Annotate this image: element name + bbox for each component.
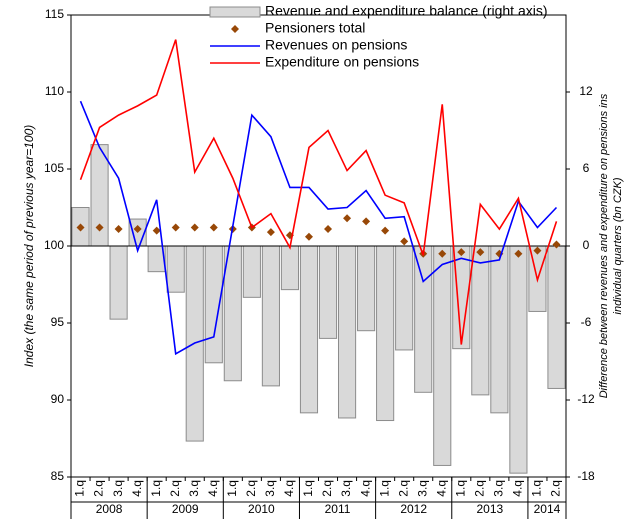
diamond-marker xyxy=(438,249,447,258)
y-tick-label: 105 xyxy=(44,161,64,175)
diamond-marker xyxy=(209,223,218,232)
bar xyxy=(166,245,185,293)
y2-tick-label: 12 xyxy=(579,84,593,98)
x-tick-label: 2.q xyxy=(168,480,182,497)
y2-axis-title: Difference between revenues and expendit… xyxy=(598,93,610,398)
bar xyxy=(261,245,280,387)
diamond-marker xyxy=(76,223,85,232)
bar xyxy=(109,245,128,320)
bar xyxy=(490,245,509,414)
x-tick-label: 1.q xyxy=(73,480,87,497)
bar xyxy=(414,245,433,393)
x-tick-label: 1.q xyxy=(301,480,315,497)
x-tick-label: 1.q xyxy=(530,480,544,497)
diamond-marker xyxy=(133,225,142,234)
x-tick-label: 2.q xyxy=(549,480,563,497)
legend-label: Revenues on pensions xyxy=(265,37,407,53)
diamond-marker xyxy=(171,223,180,232)
diamond-marker xyxy=(457,248,466,257)
legend-swatch xyxy=(231,25,239,33)
bar xyxy=(318,245,338,339)
diamond-marker xyxy=(114,225,123,234)
y-tick-label: 90 xyxy=(51,392,65,406)
bar xyxy=(376,245,395,422)
y-tick-label: 110 xyxy=(45,84,64,98)
year-label: 2013 xyxy=(476,502,503,516)
x-tick-label: 1.q xyxy=(377,480,391,497)
year-label: 2010 xyxy=(248,502,275,516)
diamond-marker xyxy=(266,228,275,237)
y-tick-label: 85 xyxy=(51,469,65,483)
year-label: 2008 xyxy=(96,502,123,516)
y2-axis-title: individual quarters (bn CZK) xyxy=(612,177,624,314)
y-axis-title: Index (the same period of previous year=… xyxy=(22,125,36,367)
x-tick-label: 4.q xyxy=(511,480,525,497)
y2-tick-label: 0 xyxy=(583,238,590,252)
x-tick-label: 4.q xyxy=(282,480,296,497)
bar xyxy=(337,245,357,419)
diamond-marker xyxy=(95,223,104,232)
x-tick-label: 2.q xyxy=(320,480,334,497)
bar xyxy=(299,245,319,414)
bar xyxy=(280,245,300,291)
year-label: 2009 xyxy=(172,502,199,516)
x-tick-label: 4.q xyxy=(130,480,144,497)
diamond-marker xyxy=(400,237,409,246)
x-tick-label: 2.q xyxy=(92,480,106,497)
x-tick-label: 1.q xyxy=(149,480,163,497)
bar xyxy=(242,245,261,298)
diamond-marker xyxy=(552,240,561,249)
x-tick-label: 2.q xyxy=(244,480,258,497)
legend-label: Expenditure on pensions xyxy=(265,54,419,70)
diamond-marker xyxy=(381,226,390,235)
x-tick-label: 3.q xyxy=(187,480,201,497)
x-tick-label: 3.q xyxy=(111,480,125,497)
x-tick-label: 4.q xyxy=(434,480,448,497)
y-tick-label: 100 xyxy=(44,238,64,252)
diamond-marker xyxy=(190,223,199,232)
diamond-marker xyxy=(533,246,542,255)
bar xyxy=(223,245,242,382)
y2-tick-label: 6 xyxy=(583,161,590,175)
y-tick-label: 95 xyxy=(51,315,65,329)
year-label: 2011 xyxy=(325,502,351,516)
y2-tick-label: -18 xyxy=(577,469,595,483)
x-tick-label: 3.q xyxy=(263,480,277,497)
bar xyxy=(547,245,566,389)
x-tick-label: 1.q xyxy=(225,480,239,497)
y-tick-label: 115 xyxy=(45,7,64,21)
x-tick-label: 4.q xyxy=(206,480,220,497)
x-tick-label: 4.q xyxy=(358,480,372,497)
y2-tick-label: -12 xyxy=(577,392,595,406)
legend-label: Revenue and expenditure balance (right a… xyxy=(265,3,548,19)
year-label: 2014 xyxy=(534,502,561,516)
diamond-marker xyxy=(362,217,371,226)
year-label: 2012 xyxy=(400,502,427,516)
y2-tick-label: -6 xyxy=(581,315,592,329)
legend-label: Pensioners total xyxy=(265,20,365,36)
x-tick-label: 2.q xyxy=(396,480,410,497)
x-tick-label: 3.q xyxy=(415,480,429,497)
line xyxy=(79,100,558,356)
diamond-marker xyxy=(476,248,485,257)
x-tick-label: 2.q xyxy=(472,480,486,497)
bar xyxy=(433,245,452,466)
diamond-marker xyxy=(514,249,523,258)
bar xyxy=(471,245,490,396)
legend-swatch xyxy=(209,6,261,18)
diamond-marker xyxy=(324,225,333,234)
x-tick-label: 3.q xyxy=(492,480,506,497)
diamond-marker xyxy=(304,232,313,241)
diamond-marker xyxy=(343,214,352,223)
x-tick-label: 1.q xyxy=(453,480,467,497)
bar xyxy=(357,245,376,332)
x-tick-label: 3.q xyxy=(339,480,353,497)
bar xyxy=(395,245,414,351)
diamond-marker xyxy=(152,226,161,235)
line xyxy=(79,39,558,345)
bar xyxy=(509,245,528,474)
